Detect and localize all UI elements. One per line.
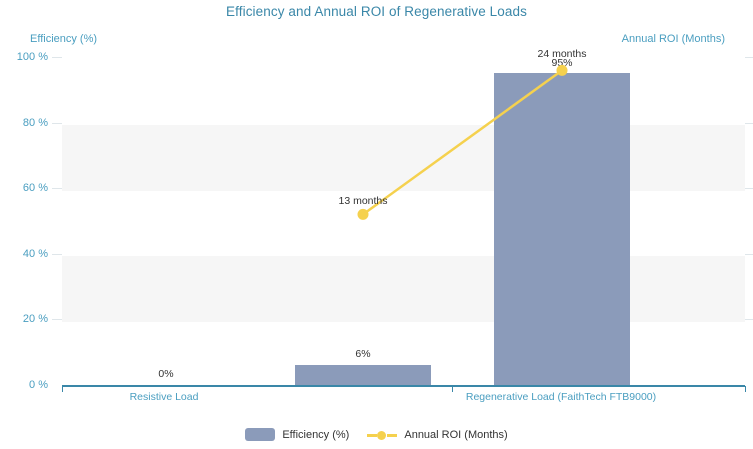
category-axis-tick-end bbox=[745, 386, 746, 392]
roi-value-label-1: 13 months bbox=[338, 195, 388, 207]
tick-mark-left bbox=[52, 122, 62, 124]
legend-label-roi: Annual ROI (Months) bbox=[404, 428, 508, 441]
roi-value-label-2: 24 months bbox=[537, 48, 587, 60]
left-tick-label: 80 % bbox=[22, 116, 48, 129]
bar-value-label-0: 0% bbox=[158, 368, 174, 380]
tick-mark-left bbox=[52, 253, 62, 255]
left-tick-label: 60 % bbox=[22, 182, 48, 195]
tick-mark-left bbox=[52, 57, 62, 58]
left-tick-label: 40 % bbox=[22, 247, 48, 260]
tick-mark-left bbox=[52, 188, 62, 190]
left-tick-label: 0 % bbox=[29, 379, 48, 391]
category-axis-line bbox=[62, 385, 745, 387]
grid-band-1 bbox=[62, 125, 745, 191]
legend-item-efficiency[interactable]: Efficiency (%) bbox=[245, 428, 349, 441]
category-label-2: Regenerative Load (FaithTech FTB9000) bbox=[465, 391, 657, 403]
tick-mark-left bbox=[52, 319, 62, 321]
plot-area bbox=[62, 57, 745, 386]
tick-mark-right bbox=[745, 57, 753, 58]
legend-line-swatch-icon bbox=[367, 428, 398, 441]
left-tick-label: 20 % bbox=[22, 313, 48, 326]
legend-bar-swatch-icon bbox=[245, 428, 276, 441]
category-axis-tick-mid bbox=[452, 386, 453, 392]
tick-mark-right bbox=[745, 319, 753, 321]
bar-efficiency-1[interactable] bbox=[295, 365, 431, 385]
category-axis-tick-start bbox=[62, 386, 63, 392]
legend-label-efficiency: Efficiency (%) bbox=[282, 428, 350, 441]
legend-item-roi[interactable]: Annual ROI (Months) bbox=[367, 428, 508, 441]
tick-mark-right bbox=[745, 188, 753, 190]
bar-efficiency-2[interactable] bbox=[494, 73, 630, 385]
tick-mark-right bbox=[745, 122, 753, 124]
chart-title: Efficiency and Annual ROI of Regenerativ… bbox=[226, 4, 527, 19]
left-tick-label: 100 % bbox=[16, 51, 48, 63]
left-axis-title: Efficiency (%) bbox=[30, 33, 98, 45]
category-label-0: Resistive Load bbox=[129, 391, 199, 403]
grid-band-2 bbox=[62, 256, 745, 322]
tick-mark-right bbox=[745, 253, 753, 255]
right-axis-title: Annual ROI (Months) bbox=[621, 33, 725, 45]
bar-value-label-1: 6% bbox=[355, 348, 371, 360]
chart-legend: Efficiency (%) Annual ROI (Months) bbox=[0, 428, 753, 441]
